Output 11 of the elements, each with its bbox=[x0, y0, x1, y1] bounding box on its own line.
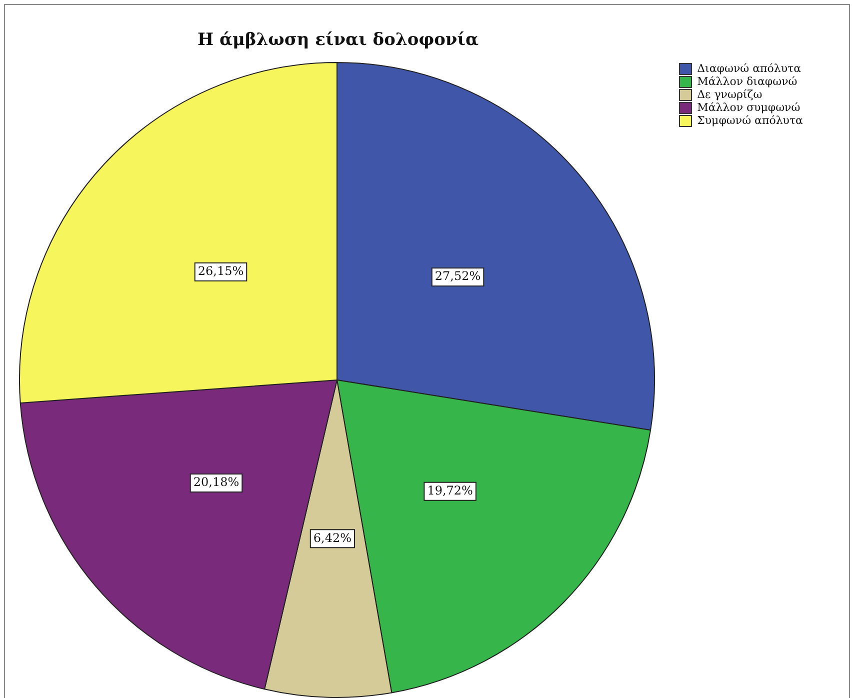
legend-label: Συμφωνώ απόλυτα bbox=[697, 114, 803, 127]
data-label: 26,15% bbox=[198, 264, 244, 278]
data-label: 27,52% bbox=[434, 269, 481, 284]
data-label: 6,42% bbox=[313, 530, 352, 545]
legend-label: Μάλλον συμφωνώ bbox=[697, 101, 800, 114]
data-label: 20,18% bbox=[193, 475, 240, 490]
data-label: 19,72% bbox=[427, 484, 473, 498]
chart-title: Η άμβλωση είναι δολοφονία bbox=[196, 30, 480, 50]
legend-label: Δε γνωρίζω bbox=[697, 88, 762, 101]
legend-label: Μάλλον διαφωνώ bbox=[697, 75, 798, 88]
legend-label: Διαφωνώ απόλυτα bbox=[697, 62, 802, 75]
